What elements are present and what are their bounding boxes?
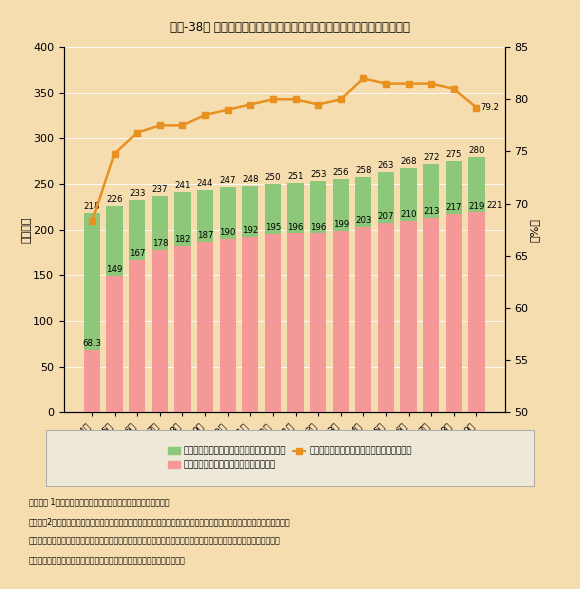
Text: 2．「介護・支援サービス受給者数」は、「在宅介護・支援サービス受給者数」、「施設介護サービス受給者数」: 2．「介護・支援サービス受給者数」は、「在宅介護・支援サービス受給者数」、「施設… [29, 517, 291, 526]
Bar [287, 183, 304, 412]
Bar [287, 233, 304, 412]
Text: 248: 248 [242, 175, 259, 184]
Bar [445, 161, 462, 412]
Bar [468, 157, 484, 412]
Text: 237: 237 [151, 185, 168, 194]
Text: 第１-38図 要介護・要支援認定者の８割が受けている介護・支援サービス: 第１-38図 要介護・要支援認定者の８割が受けている介護・支援サービス [170, 21, 410, 34]
Text: （備考） 1．厚生労働省「介護保険事業状況報告」により作成。: （備考） 1．厚生労働省「介護保険事業状況報告」により作成。 [29, 498, 169, 507]
Text: 221: 221 [487, 201, 503, 210]
Text: 256: 256 [332, 168, 349, 177]
Text: 207: 207 [378, 213, 394, 221]
Text: 192: 192 [242, 226, 259, 235]
Bar [264, 184, 281, 412]
Text: 241: 241 [174, 181, 191, 190]
Text: 199: 199 [332, 220, 349, 229]
Bar [129, 260, 146, 412]
Text: 253: 253 [310, 170, 327, 180]
Bar [129, 200, 146, 412]
Bar [468, 213, 484, 412]
Text: 251: 251 [287, 173, 304, 181]
Bar [242, 186, 259, 412]
Bar [175, 192, 191, 412]
Bar [219, 187, 236, 412]
Text: 280: 280 [468, 146, 485, 155]
Text: 149: 149 [106, 266, 123, 274]
Bar [152, 196, 168, 412]
Text: 203: 203 [355, 216, 372, 225]
Text: 187: 187 [197, 231, 213, 240]
Text: 258: 258 [355, 166, 372, 175]
Text: 268: 268 [400, 157, 417, 166]
Text: 272: 272 [423, 153, 440, 162]
Text: 213: 213 [423, 207, 440, 216]
Text: 244: 244 [197, 178, 213, 188]
Text: 226: 226 [106, 195, 123, 204]
Bar [84, 213, 100, 412]
Bar [107, 276, 123, 412]
Bar [310, 233, 327, 412]
Text: 218: 218 [84, 203, 100, 211]
Text: 275: 275 [445, 150, 462, 160]
Bar [84, 350, 100, 412]
Bar [400, 168, 416, 412]
Text: 263: 263 [378, 161, 394, 170]
Bar [378, 223, 394, 412]
Bar [423, 218, 439, 412]
Text: 要支援認定者数に対する介護・支援サービス受給者数の割合。: 要支援認定者数に対する介護・支援サービス受給者数の割合。 [29, 556, 186, 565]
Text: 250: 250 [264, 173, 281, 182]
Text: 182: 182 [174, 236, 191, 244]
Bar [423, 164, 439, 412]
Text: 195: 195 [264, 223, 281, 233]
Bar [445, 214, 462, 412]
Y-axis label: （%）: （%） [530, 218, 540, 241]
Text: 233: 233 [129, 188, 146, 198]
Bar [197, 190, 213, 412]
Text: 79.2: 79.2 [480, 103, 499, 112]
Bar [175, 246, 191, 412]
Text: 247: 247 [219, 176, 236, 185]
Legend: 要介護・要支援サービス認定者数（左目盛）, 介護・支援サービス受給者数（左目盛）, 介護・支援サービス受給者数割合（右目盛）: 要介護・要支援サービス認定者数（左目盛）, 介護・支援サービス受給者数（左目盛）… [165, 444, 415, 472]
Bar [332, 231, 349, 412]
Text: 210: 210 [400, 210, 417, 219]
Text: 196: 196 [287, 223, 304, 231]
Bar [264, 234, 281, 412]
Bar [197, 241, 213, 412]
Bar [152, 250, 168, 412]
Bar [355, 177, 372, 412]
Bar [310, 181, 327, 412]
Bar [332, 178, 349, 412]
Text: 68.3: 68.3 [82, 339, 102, 348]
Text: 196: 196 [310, 223, 327, 231]
Y-axis label: （万人）: （万人） [21, 217, 31, 243]
Text: 178: 178 [151, 239, 168, 248]
Text: 190: 190 [219, 228, 236, 237]
Bar [242, 237, 259, 412]
Bar [400, 221, 416, 412]
Text: 217: 217 [445, 203, 462, 213]
Text: 167: 167 [129, 249, 146, 258]
Bar [107, 206, 123, 412]
Bar [355, 227, 372, 412]
Text: の合計で、そのうち、償還給付の一部は翌月分を含む。「介護・支援サービス受給者数割合」は、要介護・: の合計で、そのうち、償還給付の一部は翌月分を含む。「介護・支援サービス受給者数割… [29, 537, 281, 545]
Text: 219: 219 [468, 201, 485, 210]
Bar [378, 172, 394, 412]
Bar [219, 239, 236, 412]
